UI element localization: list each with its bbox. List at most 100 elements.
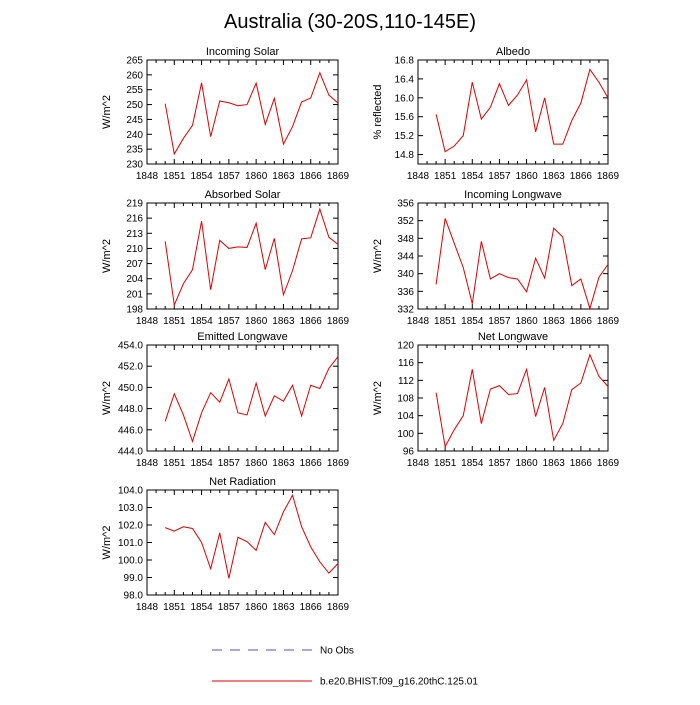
y-tick-label: 207 [126, 259, 143, 270]
y-tick-label: 100 [397, 429, 414, 440]
panels-group: Incoming Solar 1848 1851 1854 1857 1860 1863 18… [101, 46, 620, 613]
y-tick-label: 213 [126, 229, 143, 240]
x-tick-label: 1854 [190, 602, 213, 613]
legend-label: No Obs [320, 646, 354, 657]
x-tick-label: 1866 [570, 458, 593, 469]
x-tick-label: 1854 [190, 458, 213, 469]
y-tick-label: 332 [397, 305, 414, 316]
y-tick-label: 255 [126, 85, 143, 96]
x-tick-label: 1860 [515, 171, 538, 182]
panel-title: Albedo [496, 46, 530, 58]
y-tick-label: 230 [126, 160, 143, 171]
x-tick-label: 1863 [543, 458, 566, 469]
x-tick-label: 1854 [461, 171, 484, 182]
y-tick-label: 101.0 [118, 538, 143, 549]
x-tick-label: 1869 [597, 316, 620, 327]
x-tick-label: 1863 [543, 171, 566, 182]
x-tick-label: 1851 [163, 171, 186, 182]
x-tick-label: 1848 [136, 316, 159, 327]
y-tick-label: 356 [397, 199, 414, 210]
x-tick-label: 1854 [461, 316, 484, 327]
x-tick-label: 1851 [434, 171, 457, 182]
y-tick-label: 219 [126, 199, 143, 210]
x-tick-label: 1860 [245, 602, 268, 613]
x-tick-label: 1851 [434, 458, 457, 469]
y-tick-label: 344 [397, 252, 414, 263]
x-tick-label: 1869 [327, 458, 350, 469]
y-tick-label: 204 [126, 274, 143, 285]
panel-title: Emitted Longwave [197, 331, 288, 343]
x-tick-label: 1860 [515, 458, 538, 469]
x-tick-label: 1857 [218, 602, 241, 613]
panel-title: Incoming Longwave [464, 189, 562, 201]
y-tick-label: 240 [126, 130, 143, 141]
x-tick-label: 1866 [300, 316, 323, 327]
plot-frame [417, 202, 609, 310]
x-tick-label: 1869 [327, 316, 350, 327]
panel-title: Net Longwave [478, 331, 548, 343]
y-tick-label: 104 [397, 411, 414, 422]
x-tick-label: 1857 [488, 171, 511, 182]
x-tick-label: 1848 [136, 171, 159, 182]
y-axis-label: W/m^2 [372, 239, 384, 273]
series-line [435, 353, 609, 449]
y-tick-label: 15.2 [395, 131, 415, 142]
x-tick-label: 1863 [272, 458, 295, 469]
y-tick-label: 14.8 [395, 150, 415, 161]
x-tick-label: 1860 [245, 316, 268, 327]
plot-frame [146, 202, 339, 310]
panel-title: Net Radiation [209, 476, 276, 488]
y-tick-label: 16.8 [395, 56, 415, 67]
series-line [435, 68, 609, 153]
panel-title: Incoming Solar [206, 46, 280, 58]
y-tick-label: 444.0 [118, 447, 143, 458]
panel-6: Net Longwave 1848 1851 1854 1857 1860 1863 1866… [372, 331, 620, 469]
x-tick-label: 1863 [272, 171, 295, 182]
panel-5: Emitted Longwave 1848 1851 1854 1857 1860 1863… [101, 331, 350, 469]
y-axis-label: W/m^2 [101, 239, 113, 273]
x-tick-label: 1860 [515, 316, 538, 327]
series-line [435, 218, 609, 311]
y-tick-label: 108 [397, 394, 414, 405]
series-line [164, 356, 339, 444]
x-tick-label: 1869 [327, 171, 350, 182]
y-tick-label: 16.4 [395, 74, 415, 85]
x-tick-label: 1857 [218, 458, 241, 469]
x-tick-label: 1857 [218, 316, 241, 327]
figure-title: Australia (30-20S,110-145E) [224, 11, 476, 33]
x-tick-label: 1863 [272, 602, 295, 613]
y-tick-label: 454.0 [118, 341, 143, 352]
y-tick-label: 96 [403, 447, 415, 458]
x-tick-label: 1851 [163, 602, 186, 613]
x-tick-label: 1851 [434, 316, 457, 327]
x-tick-label: 1848 [407, 171, 430, 182]
x-tick-label: 1848 [136, 458, 159, 469]
plot-frame [146, 59, 339, 165]
series-line [165, 493, 339, 579]
panel-title: Absorbed Solar [205, 189, 281, 201]
y-tick-label: 120 [397, 341, 414, 352]
panel-3: Absorbed Solar 1848 1851 1854 1857 1860 1863 18… [101, 189, 350, 327]
x-tick-label: 1866 [300, 458, 323, 469]
series-line [164, 207, 339, 307]
x-tick-label: 1869 [327, 602, 350, 613]
y-tick-label: 336 [397, 287, 414, 298]
x-tick-label: 1848 [136, 602, 159, 613]
y-tick-label: 15.6 [395, 112, 415, 123]
x-tick-label: 1854 [190, 171, 213, 182]
plot-frame [146, 489, 339, 596]
x-tick-label: 1851 [163, 458, 186, 469]
y-tick-label: 235 [126, 145, 143, 156]
x-tick-label: 1869 [597, 171, 620, 182]
plot-frame [146, 344, 339, 452]
x-tick-label: 1866 [300, 171, 323, 182]
legend-entry: No Obs [212, 646, 354, 657]
y-tick-label: 250 [126, 100, 143, 111]
y-tick-label: 99.0 [124, 573, 144, 584]
y-tick-label: 116 [398, 358, 414, 369]
y-tick-label: 16.0 [395, 93, 415, 104]
y-tick-label: 198 [126, 305, 143, 316]
x-tick-label: 1854 [190, 316, 213, 327]
y-axis-label: W/m^2 [372, 381, 384, 415]
